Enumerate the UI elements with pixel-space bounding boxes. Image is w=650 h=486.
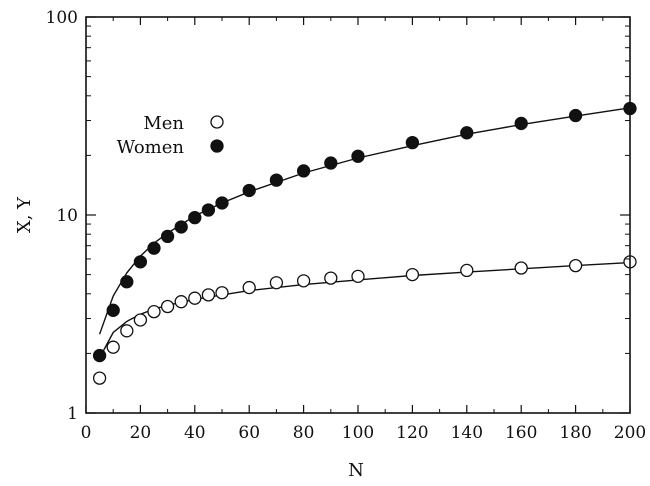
y-tick-label: 1 [67,404,78,424]
y-axis-label: X, Y [14,196,35,233]
x-tick-label: 120 [396,423,428,443]
men-point [201,288,216,302]
men-point [120,324,134,338]
x-tick-label: 20 [130,423,152,443]
women-point [106,303,120,317]
men-point [351,269,365,283]
men-point [215,286,229,300]
men-point [405,267,420,282]
legend-marker-women [210,139,224,153]
men-point [296,274,311,288]
women-point [460,126,474,140]
men-point [160,299,175,314]
men-fit-line [98,261,631,359]
men-point [188,291,202,305]
x-tick-label: 80 [293,423,315,443]
men-point [324,271,338,285]
legend-label-men: Men [143,113,184,134]
x-tick-label: 40 [184,423,206,443]
x-axis-label: N [348,460,364,481]
men-point [514,261,528,275]
men-point [133,313,148,327]
men-point [269,276,284,290]
women-point [269,173,284,187]
x-tick-label: 200 [614,423,646,443]
axes: 0 20 40 60 80 100 120 140 160 180 200 1 10 100 [46,8,647,443]
women-point [351,149,365,163]
women-point [215,196,229,210]
men-point [174,295,188,309]
legend-label-women: Women [117,137,185,158]
x-tick-label: 180 [559,423,591,443]
women-point [201,203,216,217]
men-point [460,263,474,278]
women-point [147,241,161,255]
x-tick-label: 140 [451,423,483,443]
women-point [188,210,202,225]
women-point [120,275,134,289]
x-tick-label: 160 [505,423,537,443]
women-fit-line [98,107,631,335]
women-point [324,156,338,170]
x-tick-label: 100 [342,423,374,443]
women-point [296,164,311,178]
x-tick-label: 0 [81,423,92,443]
legend-marker-men [210,115,224,129]
x-tick-label: 60 [238,423,260,443]
men-point [92,371,107,385]
women-point [160,229,175,244]
plot-frame [85,16,631,414]
women-point [92,348,107,363]
men-point [106,340,120,354]
women-point [568,108,583,123]
women-point [242,183,256,198]
women-point [174,220,188,234]
men-point [242,280,256,295]
y-tick-label: 10 [56,206,78,226]
women-point [133,255,148,269]
women-point [405,135,420,150]
men-point [568,258,583,273]
legend: Men Women [117,113,224,158]
men-point [147,304,161,319]
y-tick-label: 100 [46,8,78,28]
women-point [514,116,528,131]
